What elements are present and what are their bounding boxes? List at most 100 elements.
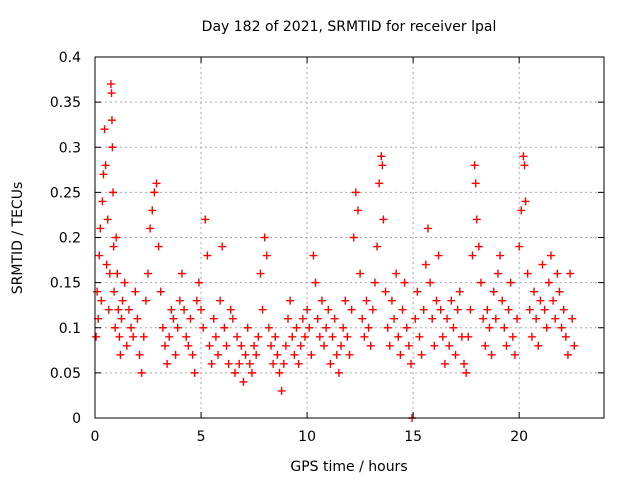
data-point [566,269,575,278]
data-point [211,332,220,341]
data-point [419,305,428,314]
data-point [247,368,256,377]
data-point [489,287,498,296]
data-point [154,242,163,251]
data-point [559,305,568,314]
data-point [326,359,335,368]
data-point [557,323,566,332]
data-point [101,161,110,170]
data-point [190,368,199,377]
data-point [177,269,186,278]
data-point [269,359,278,368]
y-tick-label: 0.1 [59,321,81,337]
data-point [496,251,505,260]
data-point [113,269,122,278]
data-point [315,332,324,341]
data-point [163,359,172,368]
data-point [288,332,297,341]
data-point [243,323,252,332]
data-point [360,332,369,341]
x-tick-label: 5 [197,429,206,445]
data-point [103,215,112,224]
data-point [515,242,524,251]
data-point [112,233,121,242]
data-point [378,161,387,170]
data-point [186,314,195,323]
data-point [445,341,454,350]
data-point [358,314,367,323]
data-point [201,215,210,224]
data-point [506,278,515,287]
data-point [404,341,413,350]
y-tick-label: 0.35 [50,95,81,111]
data-point [536,296,545,305]
data-point [207,359,216,368]
data-point [466,305,475,314]
data-point [115,332,124,341]
data-point [298,314,307,323]
data-point [224,359,233,368]
data-point [513,314,522,323]
data-point [364,323,373,332]
data-point [561,332,570,341]
data-point [385,341,394,350]
data-point [447,296,456,305]
grid-layer [95,57,604,418]
data-point [534,341,543,350]
data-point [150,188,159,197]
data-point [396,350,405,359]
data-point [214,350,223,359]
data-point [398,305,407,314]
data-point [337,341,346,350]
data-point [117,314,126,323]
data-point [110,287,119,296]
y-tick-label: 0.2 [59,231,81,247]
data-point [92,332,101,341]
data-point [538,260,547,269]
data-point [267,341,276,350]
data-point [188,350,197,359]
data-point [108,143,117,152]
data-point [470,161,479,170]
data-point [400,278,409,287]
data-point [239,377,248,386]
data-point [256,269,265,278]
data-point [144,269,153,278]
data-point [104,305,113,314]
data-point [542,323,551,332]
data-point [309,251,318,260]
data-point [152,179,161,188]
data-point [373,242,382,251]
data-point [540,305,549,314]
data-point [317,296,326,305]
chart-title: Day 182 of 2021, SRMTID for receiver lpa… [202,19,497,35]
data-point [203,251,212,260]
data-point [209,314,218,323]
data-point [555,287,564,296]
data-point [98,197,107,206]
data-point [167,305,176,314]
data-point [330,314,339,323]
data-point [141,296,150,305]
data-point [443,314,452,323]
data-point [434,251,443,260]
data-point [95,251,104,260]
data-point [109,188,118,197]
data-point [133,314,142,323]
data-point [97,296,106,305]
data-point [485,323,494,332]
data-point [460,359,469,368]
data-point [353,206,362,215]
data-point [570,341,579,350]
y-tick-label: 0.05 [50,366,81,382]
data-point [392,269,401,278]
data-point [109,242,118,251]
data-point [250,341,259,350]
data-point [320,341,329,350]
data-point [436,305,445,314]
data-point [283,314,292,323]
y-tick-label: 0.4 [59,50,81,66]
data-point [553,269,562,278]
data-point [122,341,131,350]
data-point [279,359,288,368]
